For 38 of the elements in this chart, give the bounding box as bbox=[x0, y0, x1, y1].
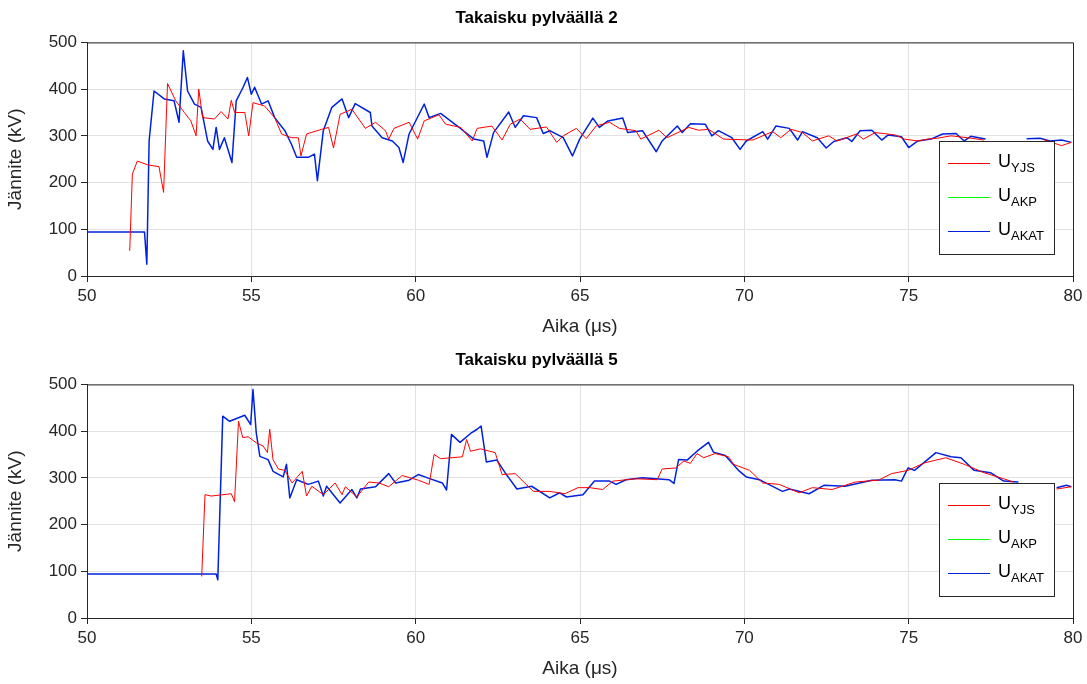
y-tick-label: 500 bbox=[48, 374, 77, 394]
y-tick-label: 200 bbox=[48, 514, 77, 534]
y-tick-label: 200 bbox=[48, 172, 77, 192]
x-tick-label: 60 bbox=[406, 285, 426, 305]
legend-label: U$_{AKAT}$ bbox=[998, 561, 1044, 585]
x-axis-title: Aika (μs) bbox=[542, 656, 618, 678]
y-tick-label: 500 bbox=[48, 32, 77, 52]
y-tick-label: 300 bbox=[48, 125, 77, 145]
x-tick-label: 80 bbox=[1063, 627, 1083, 647]
y-tick-label: 100 bbox=[48, 560, 77, 580]
x-tick-label: 75 bbox=[899, 627, 919, 647]
y-tick-label: 300 bbox=[48, 467, 77, 487]
legend-label: U$_{YJS}$ bbox=[998, 151, 1035, 175]
legend-label: U$_{AKAT}$ bbox=[998, 219, 1044, 243]
x-tick-label: 75 bbox=[899, 285, 919, 305]
chart-title: Takaisku pylväällä 2 bbox=[455, 7, 618, 27]
y-tick-label: 400 bbox=[48, 78, 77, 98]
y-tick-label: 0 bbox=[67, 607, 77, 627]
x-tick-label: 70 bbox=[734, 627, 754, 647]
y-axis-title: Jännite (kV) bbox=[3, 108, 25, 210]
legend-label: U$_{YJS}$ bbox=[998, 493, 1035, 517]
y-tick-label: 100 bbox=[48, 218, 77, 238]
legend-label: U$_{AKP}$ bbox=[998, 185, 1038, 209]
y-axis-title: Jännite (kV) bbox=[3, 450, 25, 552]
x-tick-label: 50 bbox=[77, 627, 97, 647]
x-tick-label: 65 bbox=[570, 627, 590, 647]
x-tick-label: 50 bbox=[77, 285, 97, 305]
x-tick-label: 55 bbox=[241, 285, 261, 305]
y-tick-label: 400 bbox=[48, 420, 77, 440]
x-tick-label: 60 bbox=[406, 627, 426, 647]
legend-label: U$_{AKP}$ bbox=[998, 527, 1038, 551]
x-tick-label: 55 bbox=[241, 627, 261, 647]
y-tick-label: 0 bbox=[67, 265, 77, 285]
x-tick-label: 70 bbox=[734, 285, 754, 305]
x-tick-label: 65 bbox=[570, 285, 590, 305]
x-tick-label: 80 bbox=[1063, 285, 1083, 305]
x-axis-title: Aika (μs) bbox=[542, 314, 618, 336]
chart-title: Takaisku pylväällä 5 bbox=[455, 349, 618, 369]
